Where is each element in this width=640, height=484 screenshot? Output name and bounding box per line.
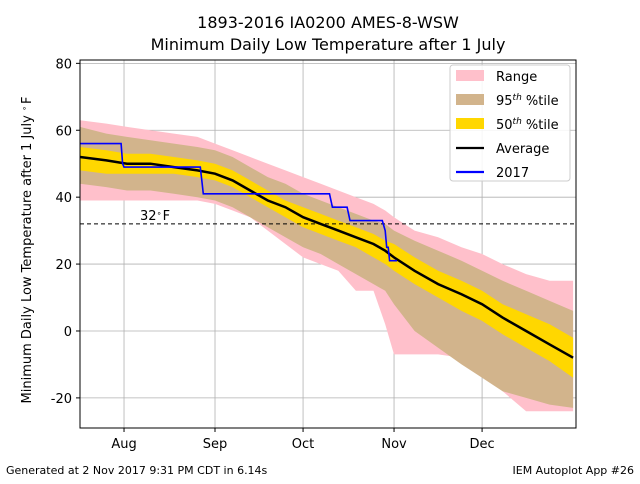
plot-frame	[79, 59, 577, 429]
legend-label: 2017	[496, 166, 529, 181]
chart-subtitle: Minimum Daily Low Temperature after 1 Ju…	[151, 35, 506, 54]
threshold-degree: ∘	[157, 208, 162, 217]
y-tick-label: 0	[64, 325, 72, 340]
threshold-unit: F	[163, 209, 170, 224]
legend: Range 95th %tile 50th %tile Average 2017	[449, 64, 571, 182]
y-tick-label: 60	[55, 124, 72, 139]
x-tick-label: Sep	[203, 437, 228, 452]
legend-swatch	[456, 118, 484, 129]
y-axis-label: Minimum Daily Low Temperature after 1 Ju…	[20, 97, 36, 404]
legend-label: Average	[496, 142, 549, 157]
legend-label-sup: th	[513, 93, 523, 103]
y-axis-degree: ∘	[20, 106, 29, 111]
legend-swatch	[456, 70, 484, 81]
y-tick-label: 40	[55, 191, 72, 206]
legend-label-suffix: %tile	[522, 94, 559, 109]
footer-right: IEM Autoplot App #26	[512, 464, 635, 477]
band-95th-tile	[80, 126, 574, 408]
legend-label-suffix: %tile	[522, 118, 559, 133]
legend-swatch	[456, 94, 484, 105]
legend-label-sup: th	[513, 117, 523, 127]
y-tick-label: -20	[51, 392, 72, 407]
chart-title: 1893-2016 IA0200 AMES-8-WSW	[197, 13, 459, 32]
y-tick-label: 20	[55, 258, 72, 273]
band-50th-tile	[80, 147, 574, 378]
x-tick-label: Nov	[381, 437, 407, 452]
axis-ticks	[76, 62, 483, 432]
y-axis-unit: F	[20, 97, 35, 104]
series-line-2017	[80, 142, 397, 262]
x-tick-label: Aug	[111, 437, 136, 452]
threshold-label: 32∘F	[140, 208, 170, 224]
legend-label: 95th %tile	[496, 93, 559, 109]
y-tick-label: 80	[55, 57, 72, 72]
plot-area	[80, 120, 576, 412]
legend-label: 50th %tile	[496, 117, 559, 133]
footer-left: Generated at 2 Nov 2017 9:31 PM CDT in 6…	[6, 464, 268, 477]
x-tick-label: Dec	[470, 437, 495, 452]
x-tick-label: Oct	[292, 437, 314, 452]
legend-label: Range	[496, 70, 537, 85]
